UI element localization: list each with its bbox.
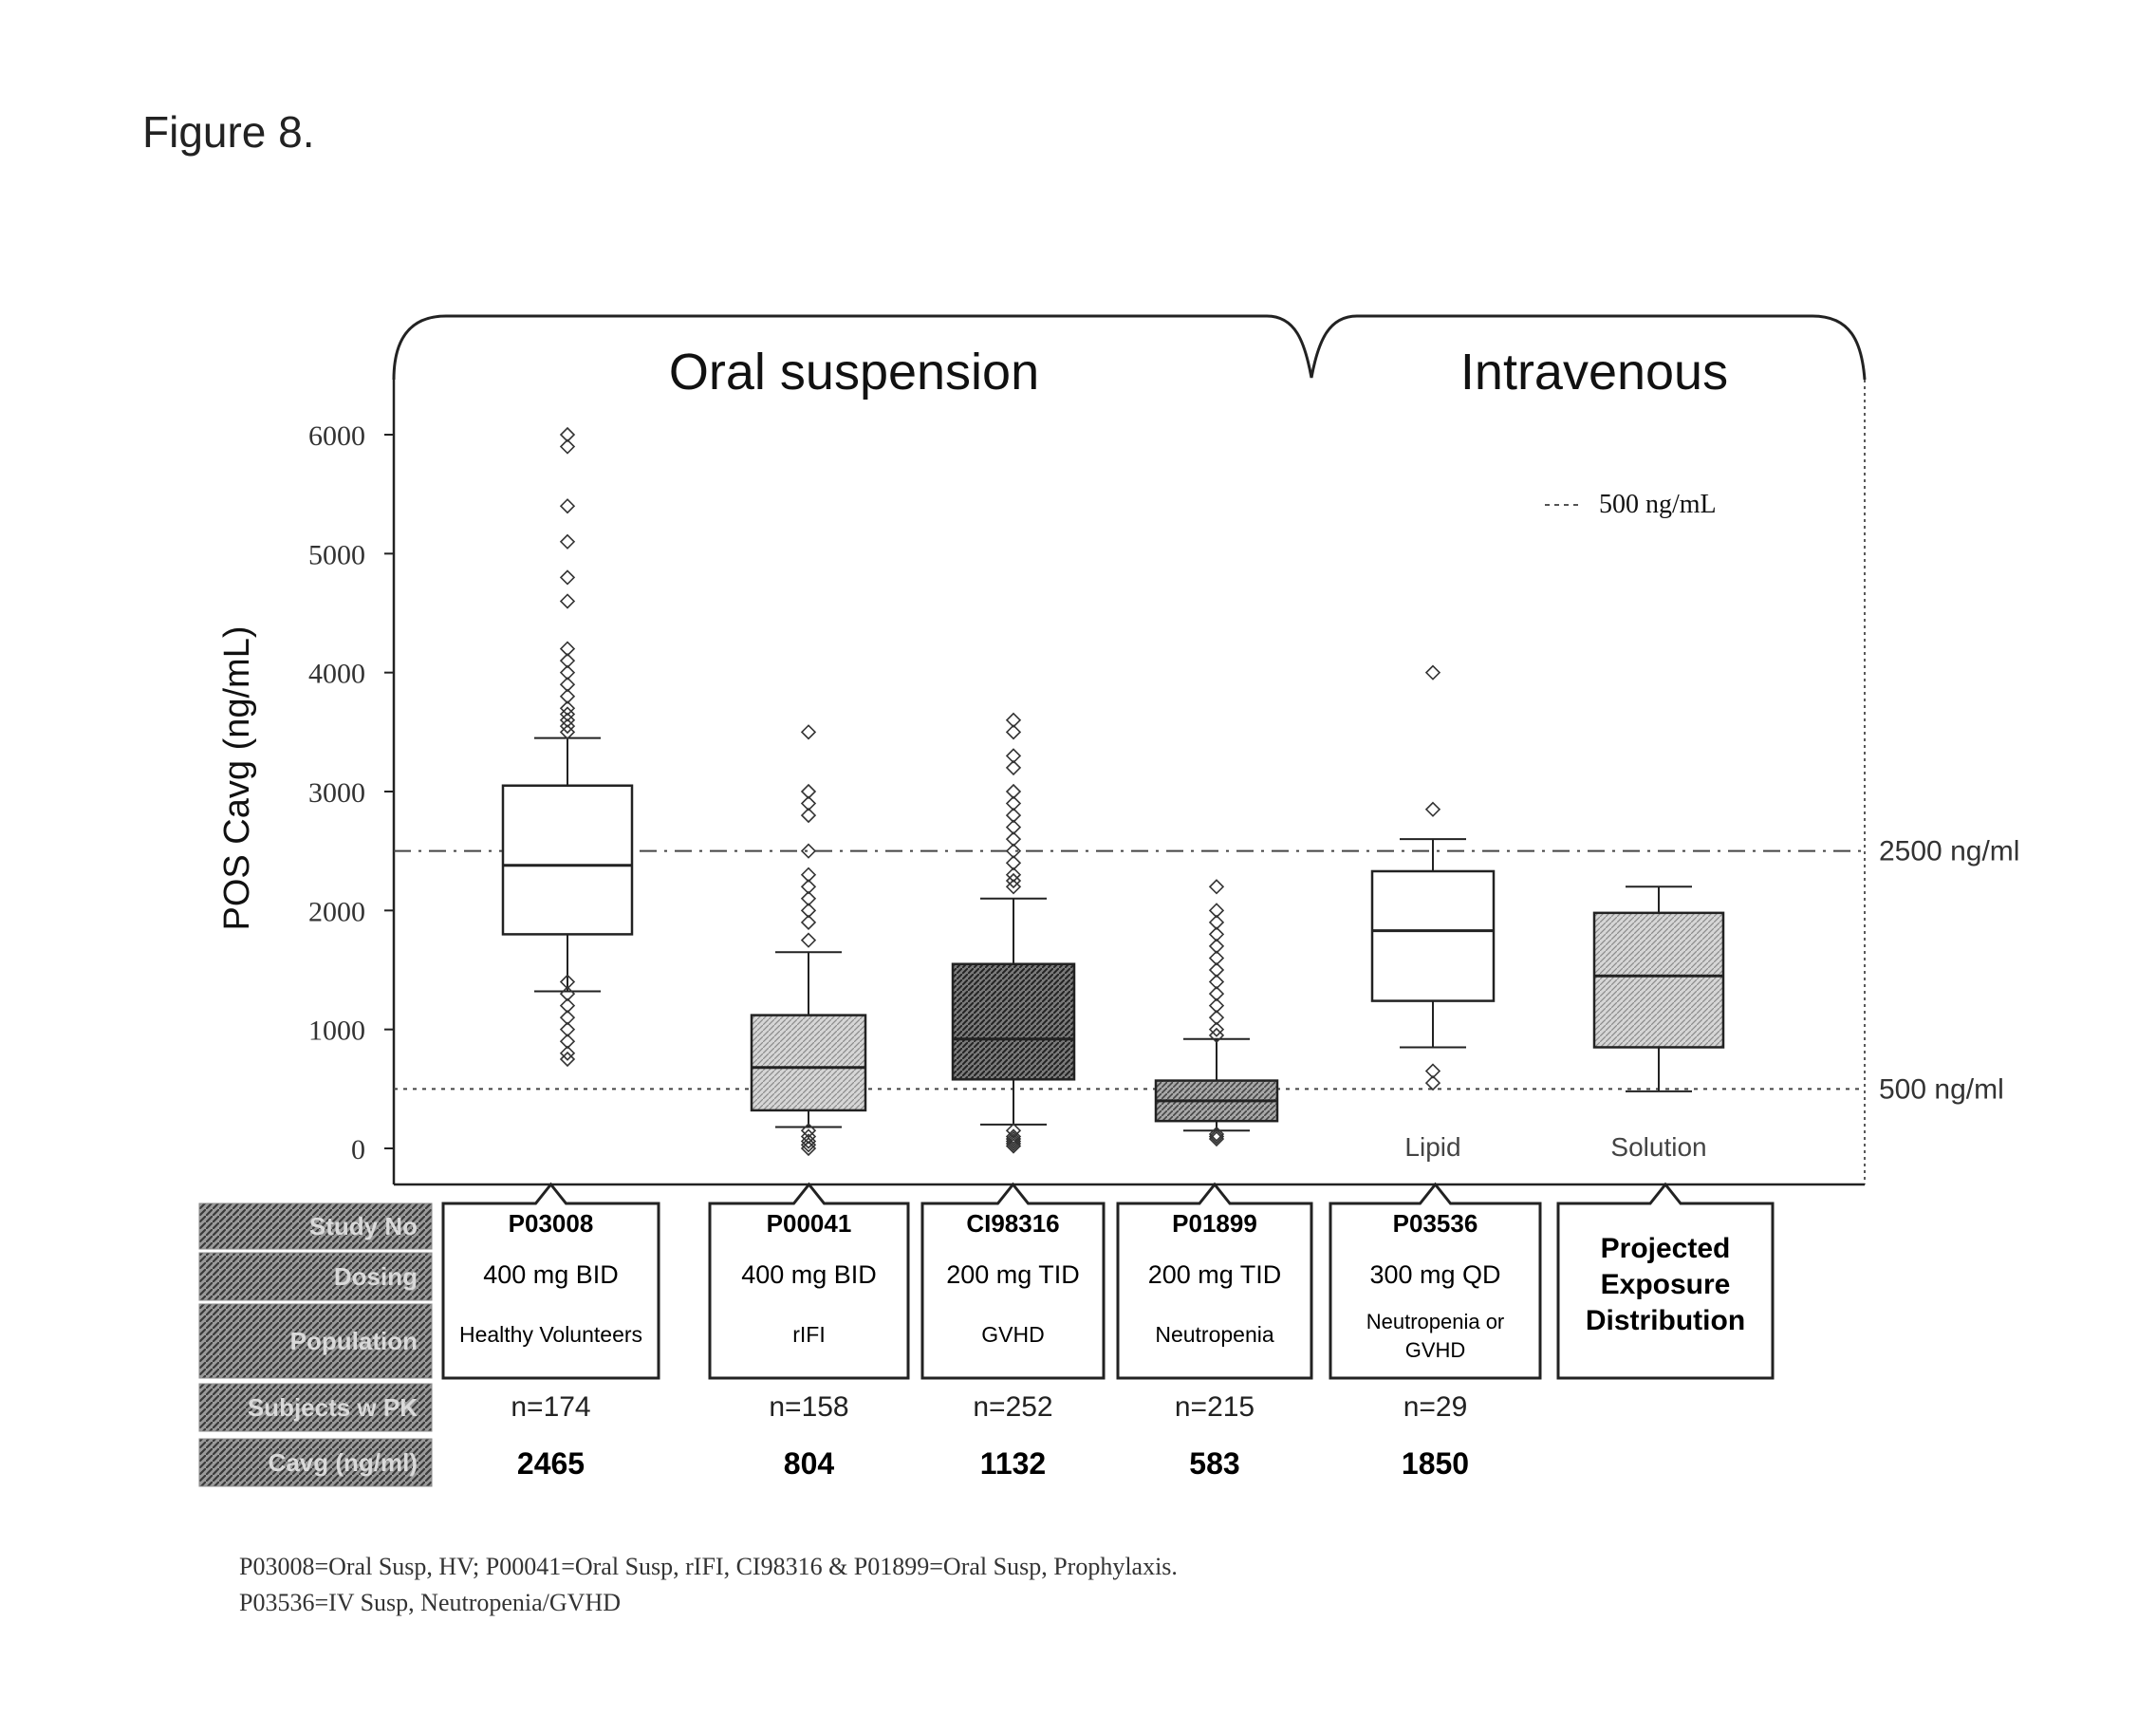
group-label-iv: Intravenous bbox=[1460, 344, 1728, 401]
population: rIFI bbox=[792, 1322, 826, 1347]
population: Neutropenia bbox=[1155, 1322, 1274, 1347]
box-iqr bbox=[953, 964, 1074, 1080]
box-sublabel: Lipid bbox=[1404, 1132, 1460, 1162]
box-iqr bbox=[752, 1016, 865, 1110]
info-box-2: P00041 400 mg BID rIFI n=158 804 bbox=[710, 1184, 908, 1481]
box-iqr bbox=[503, 786, 632, 935]
y-tick-label: 4000 bbox=[308, 659, 365, 690]
population: GVHD bbox=[1405, 1338, 1466, 1362]
y-tick-label: 3000 bbox=[308, 777, 365, 809]
box-sublabel: Solution bbox=[1610, 1132, 1706, 1162]
outlier-point bbox=[802, 845, 815, 858]
population: GVHD bbox=[981, 1322, 1044, 1347]
box-6: Solution bbox=[1594, 886, 1723, 1162]
row-header-label: Population bbox=[290, 1327, 418, 1355]
cavg-value: 1850 bbox=[1402, 1446, 1469, 1481]
cavg-value: 1132 bbox=[980, 1446, 1046, 1481]
projected-label: Distribution bbox=[1586, 1305, 1745, 1336]
population: Neutropenia or bbox=[1366, 1310, 1505, 1333]
outlier-point bbox=[561, 594, 574, 607]
y-tick-label: 1000 bbox=[308, 1016, 365, 1047]
outlier-point bbox=[1426, 666, 1440, 680]
y-tick-label: 5000 bbox=[308, 539, 365, 570]
row-header-label: Study No bbox=[309, 1212, 418, 1240]
info-box-4: P01899 200 mg TID Neutropenia n=215 583 bbox=[1118, 1184, 1311, 1481]
study-number: P01899 bbox=[1172, 1209, 1257, 1238]
info-box-5: P03536 300 mg QD Neutropenia or GVHD n=29 185… bbox=[1330, 1184, 1540, 1481]
group-label-oral: Oral suspension bbox=[669, 344, 1039, 401]
outlier-point bbox=[561, 535, 574, 549]
info-box-3: CI98316 200 mg TID GVHD n=252 1132 bbox=[922, 1184, 1104, 1481]
projected-label: Projected bbox=[1601, 1233, 1731, 1264]
row-header-label: Subjects w PK bbox=[248, 1393, 418, 1422]
outlier-point bbox=[561, 570, 574, 584]
box-2 bbox=[752, 725, 865, 1155]
box-5: Lipid bbox=[1372, 666, 1494, 1162]
y-tick-label: 6000 bbox=[308, 420, 365, 452]
dosing: 400 mg BID bbox=[483, 1260, 619, 1289]
box-1 bbox=[503, 428, 632, 1066]
box-iqr bbox=[1372, 871, 1494, 1001]
cavg-value: 2465 bbox=[517, 1446, 585, 1481]
box-iqr bbox=[1594, 913, 1723, 1048]
outlier-point bbox=[1426, 803, 1440, 816]
box-4 bbox=[1156, 880, 1277, 1146]
y-axis-label: POS Cavg (ng/mL) bbox=[217, 626, 257, 931]
box-3 bbox=[953, 714, 1074, 1153]
study-number: P00041 bbox=[767, 1209, 852, 1238]
projected-label: Exposure bbox=[1601, 1269, 1731, 1300]
dosing: 200 mg TID bbox=[946, 1260, 1080, 1289]
dosing: 400 mg BID bbox=[741, 1260, 877, 1289]
cavg-value: 804 bbox=[784, 1446, 835, 1481]
info-box-6: Projected Exposure Distribution bbox=[1558, 1184, 1773, 1378]
dosing: 300 mg QD bbox=[1369, 1260, 1500, 1289]
footnote-line-1: P03008=Oral Susp, HV; P00041=Oral Susp, … bbox=[239, 1549, 1178, 1585]
subjects-count: n=158 bbox=[769, 1391, 848, 1423]
cavg-value: 583 bbox=[1189, 1446, 1239, 1481]
population: Healthy Volunteers bbox=[459, 1322, 642, 1347]
subjects-count: n=252 bbox=[973, 1391, 1052, 1423]
footnote-line-2: P03536=IV Susp, Neutropenia/GVHD bbox=[239, 1585, 1178, 1621]
outlier-point bbox=[561, 499, 574, 513]
row-header-label: Cavg (ng/ml) bbox=[269, 1448, 418, 1477]
dosing: 200 mg TID bbox=[1148, 1260, 1282, 1289]
info-box-1: P03008 400 mg BID Healthy Volunteers n=174 2… bbox=[443, 1184, 659, 1481]
legend-label: 500 ng/mL bbox=[1599, 490, 1717, 519]
study-number: CI98316 bbox=[966, 1209, 1059, 1238]
y-tick-label: 0 bbox=[351, 1134, 365, 1165]
row-header-label: Dosing bbox=[334, 1262, 418, 1291]
footnote: P03008=Oral Susp, HV; P00041=Oral Susp, … bbox=[239, 1549, 1178, 1621]
subjects-count: n=174 bbox=[511, 1391, 590, 1423]
reference-line-label: 2500 ng/ml bbox=[1879, 836, 2019, 867]
reference-line-label: 500 ng/ml bbox=[1879, 1073, 2004, 1105]
study-number: P03536 bbox=[1393, 1209, 1478, 1238]
outlier-point bbox=[802, 725, 815, 738]
outlier-point bbox=[1210, 880, 1223, 893]
outlier-point bbox=[802, 934, 815, 947]
y-tick-label: 2000 bbox=[308, 896, 365, 927]
subjects-count: n=29 bbox=[1403, 1391, 1468, 1423]
study-number: P03008 bbox=[509, 1209, 594, 1238]
subjects-count: n=215 bbox=[1175, 1391, 1255, 1423]
